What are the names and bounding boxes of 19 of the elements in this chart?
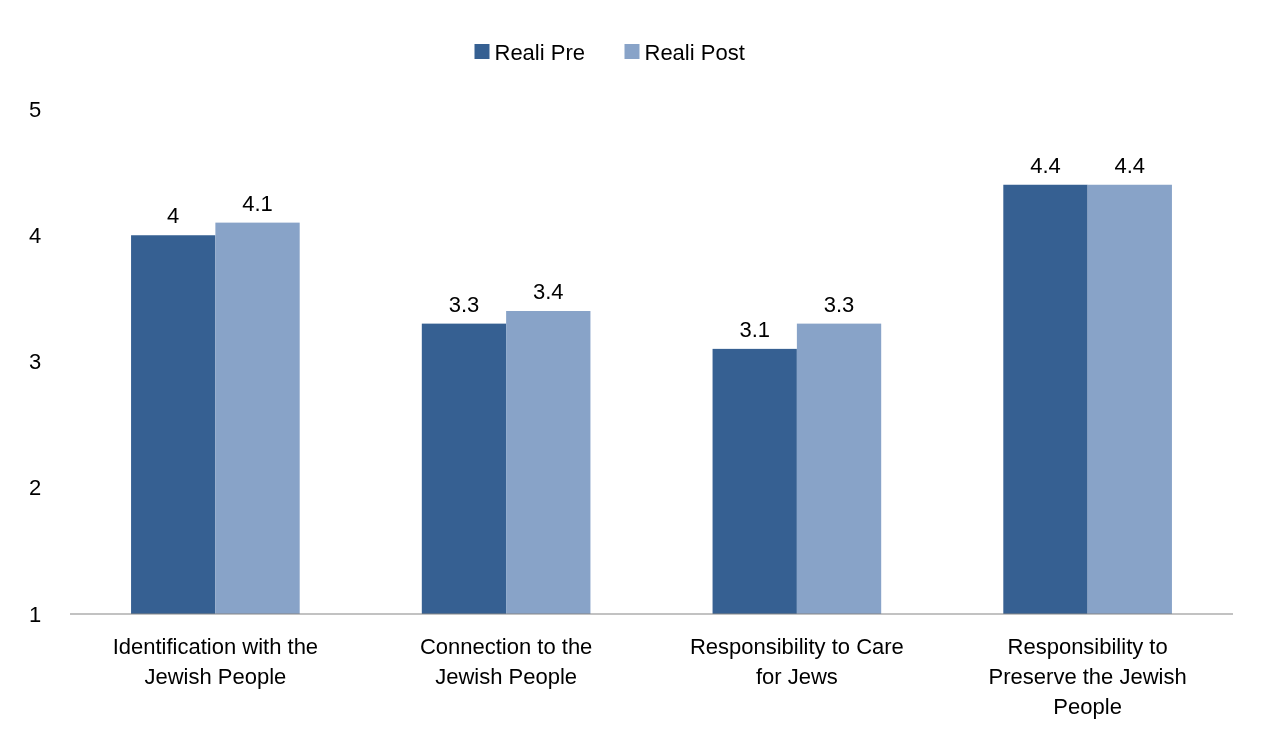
- data-label: 3.4: [532, 279, 564, 304]
- data-label: 3.3: [448, 291, 480, 317]
- data-label: 4.4: [1114, 152, 1146, 178]
- y-tick-label: 4: [28, 222, 42, 248]
- data-label: 3.1: [739, 316, 771, 342]
- x-tick-label: Connection to the Jewish People: [419, 634, 593, 689]
- x-tick-label: Identification with the Jewish People: [112, 634, 319, 689]
- data-label: 4.1: [242, 190, 273, 216]
- legend-label: Reali Post: [644, 39, 745, 65]
- x-tick-label: Responsibility to Preserve the Jewish People: [988, 634, 1187, 719]
- y-tick-label: 5: [28, 96, 42, 122]
- y-tick-label: 2: [28, 475, 42, 501]
- x-tick-label: Responsibility to Care for Jews: [689, 634, 904, 689]
- legend-label: Reali Pre: [494, 39, 585, 65]
- y-tick-label: 3: [28, 349, 42, 375]
- y-tick-label: 1: [28, 601, 42, 627]
- data-label: 3.3: [823, 291, 855, 317]
- data-label: 4: [167, 203, 180, 229]
- data-label: 4.4: [1030, 152, 1061, 178]
